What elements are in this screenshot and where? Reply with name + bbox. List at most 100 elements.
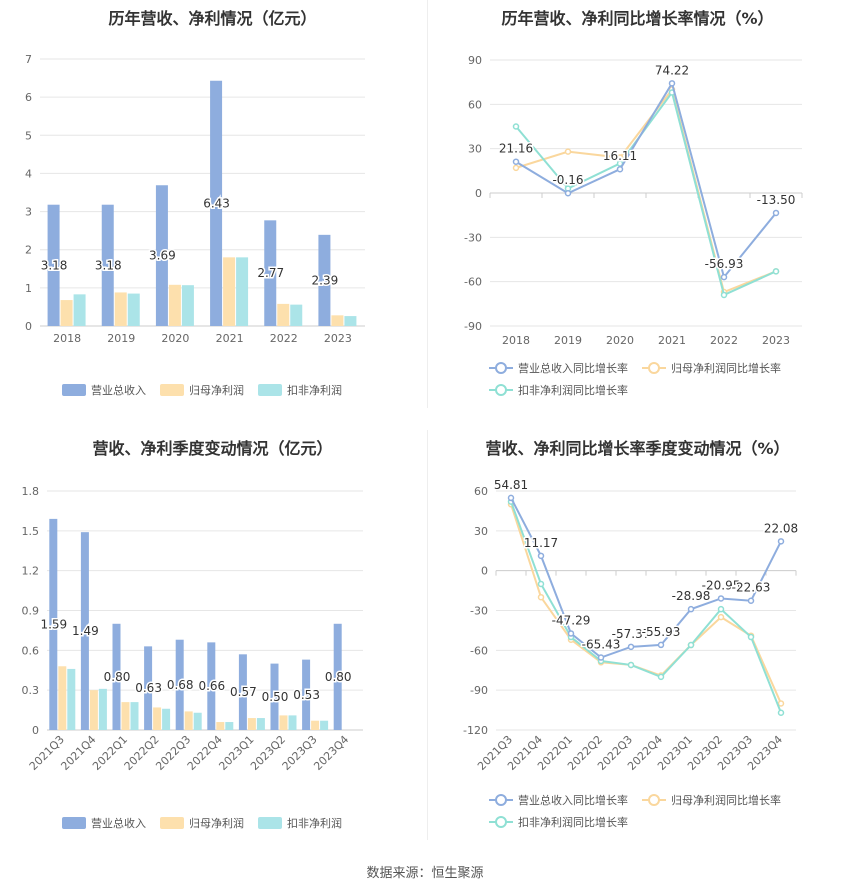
y-tick-label: -60 — [470, 644, 488, 657]
bar-net-profit — [89, 690, 98, 730]
bar-revenue — [238, 654, 247, 730]
bar-net-profit — [331, 315, 344, 326]
data-point — [772, 209, 780, 217]
x-tick-label: 2022 — [270, 332, 298, 345]
bar-revenue — [207, 642, 216, 730]
data-label: 6.43 — [203, 196, 230, 210]
data-point — [537, 580, 545, 588]
series-line-1 — [515, 87, 777, 294]
bar-revenue — [175, 639, 184, 730]
legend-swatch — [62, 384, 86, 396]
x-tick-label: 2018 — [53, 332, 81, 345]
data-point — [747, 633, 755, 641]
data-label: 54.81 — [494, 478, 528, 492]
legend-label: 归母净利润 — [189, 383, 244, 397]
bar-net-profit — [247, 718, 256, 730]
bar-deducted-profit — [127, 293, 140, 326]
y-tick-label: 60 — [468, 98, 482, 111]
x-tick-label: 2023 — [324, 332, 352, 345]
bar-net-profit — [216, 722, 225, 730]
data-label: 0.50 — [262, 690, 289, 704]
data-label: 1.59 — [40, 617, 67, 631]
legend-marker — [495, 362, 507, 374]
bar-revenue — [270, 663, 279, 730]
data-label: 21.16 — [499, 142, 533, 156]
data-point — [717, 605, 725, 613]
data-label: -55.93 — [642, 625, 681, 639]
data-label: -13.50 — [757, 193, 796, 207]
x-tick-label: 2021 — [658, 334, 686, 347]
y-tick-label: -30 — [470, 605, 488, 618]
legend-marker — [648, 362, 660, 374]
y-tick-label: 1.8 — [22, 485, 40, 498]
series-line-0 — [515, 80, 777, 280]
legend-label: 营业总收入 — [91, 383, 146, 397]
y-tick-label: 1.2 — [22, 565, 40, 578]
legend-swatch — [258, 384, 282, 396]
data-label: -0.16 — [552, 173, 583, 187]
data-label: -56.93 — [705, 257, 744, 271]
data-point — [512, 123, 520, 130]
data-source-label: 数据来源：恒生聚源 — [366, 866, 484, 881]
bar-deducted-profit — [162, 708, 171, 730]
legend-label: 营业总收入 — [91, 816, 146, 830]
x-tick-label: 2020 — [606, 334, 634, 347]
annual-growth-panel: 历年营收、净利同比增长率情况（%） -90 -60 -30 0 30 60 90 2018 20… — [425, 0, 850, 420]
data-point — [720, 273, 728, 281]
legend-swatch — [258, 817, 282, 829]
data-label: 0.80 — [104, 670, 131, 684]
data-point — [512, 158, 520, 165]
bar-deducted-profit — [193, 712, 202, 730]
data-point — [777, 538, 785, 545]
y-tick-label: -120 — [463, 724, 488, 737]
y-tick-label: 5 — [25, 129, 32, 142]
bar-net-profit — [184, 711, 193, 730]
data-point — [597, 654, 605, 661]
bar-deducted-profit — [236, 257, 249, 326]
y-tick-label: -90 — [470, 684, 488, 697]
y-tick-label: 6 — [25, 91, 32, 104]
bar-net-profit — [114, 292, 127, 326]
data-point — [512, 164, 520, 172]
data-label: 11.17 — [524, 536, 558, 550]
bar-deducted-profit — [130, 702, 139, 730]
data-label: 2.39 — [312, 273, 339, 287]
bar-deducted-profit — [288, 715, 297, 730]
data-point — [717, 595, 725, 602]
data-label: 22.08 — [764, 521, 798, 535]
legend-swatch — [160, 817, 184, 829]
y-tick-label: 0 — [25, 320, 32, 333]
data-point — [657, 641, 665, 649]
legend-label: 营业总收入同比增长率 — [518, 361, 628, 375]
data-point — [687, 641, 695, 649]
data-label: 0.63 — [135, 681, 162, 695]
series-line-0 — [510, 497, 782, 659]
annual-growth-chart: -90 -60 -30 0 30 60 90 2018 2019 2020 2021 2022 2023… — [464, 54, 803, 397]
bar-deducted-profit — [256, 718, 265, 730]
x-tick-label: 2023 — [762, 334, 790, 347]
bar-deducted-profit — [320, 720, 329, 730]
y-tick-label: 0 — [481, 565, 488, 578]
data-point — [627, 643, 635, 651]
bar-revenue — [264, 220, 277, 326]
chart-title: 历年营收、净利同比增长率情况（%） — [501, 9, 774, 28]
x-tick-label: 2020 — [161, 332, 189, 345]
bar-revenue — [302, 659, 311, 730]
y-tick-label: 30 — [468, 143, 482, 156]
data-label: -28.98 — [672, 589, 711, 603]
data-label: 0.53 — [293, 688, 320, 702]
legend-marker — [648, 794, 660, 806]
data-label: 0.68 — [167, 678, 194, 692]
y-tick-label: 0 — [32, 724, 39, 737]
y-tick-label: 90 — [468, 54, 482, 67]
bar-revenue — [112, 623, 121, 730]
y-tick-label: 60 — [474, 485, 488, 498]
annual-revenue-profit-panel: 历年营收、净利情况（亿元） 0 1 2 3 4 5 6 7 3.18 2018 3.18 2019 3.… — [0, 0, 425, 420]
y-tick-label: 0.6 — [22, 644, 40, 657]
data-label: 16.11 — [603, 149, 637, 163]
data-point — [616, 165, 624, 173]
x-tick-label: 2019 — [554, 334, 582, 347]
legend-swatch — [160, 384, 184, 396]
x-tick-label: 2019 — [107, 332, 135, 345]
data-point — [777, 709, 785, 716]
